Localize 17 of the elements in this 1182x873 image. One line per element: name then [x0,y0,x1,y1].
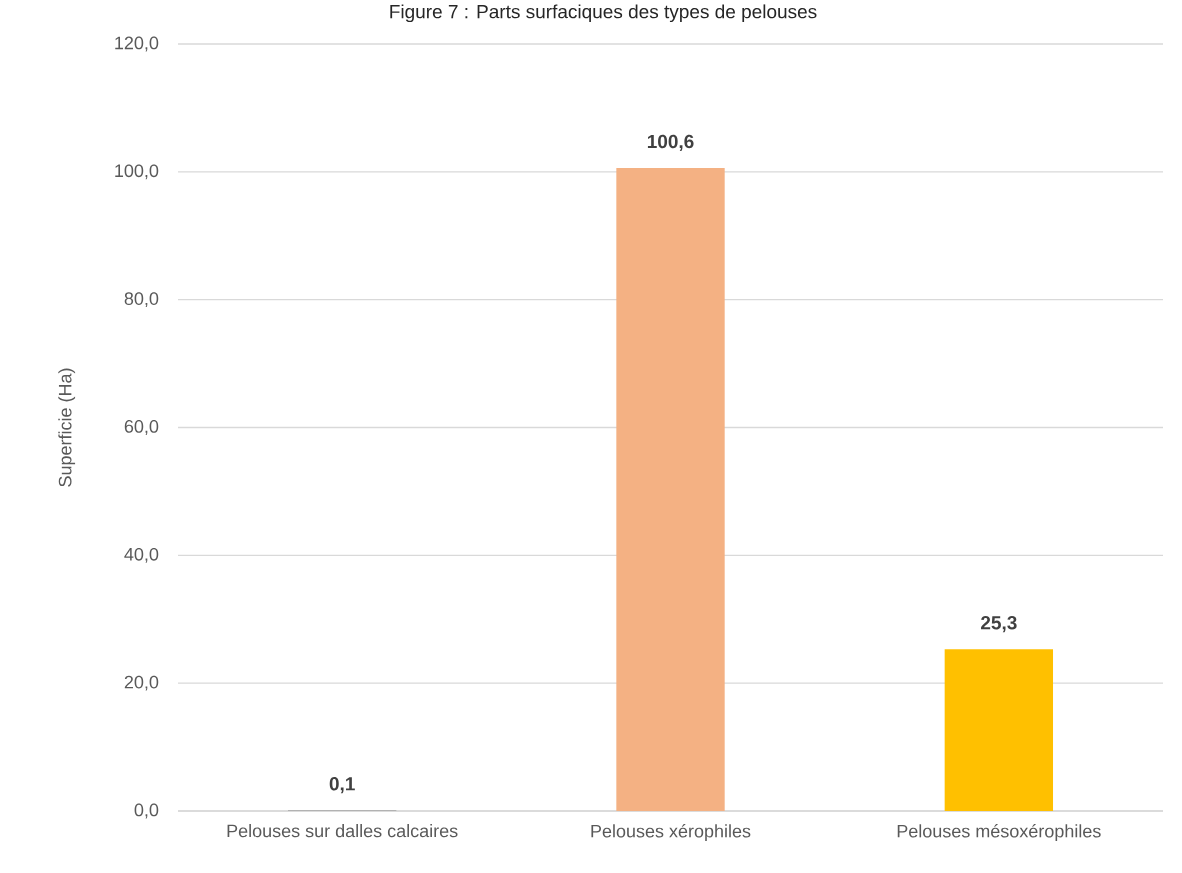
chart-title: Figure 7 : Parts surfaciques des types de pelouses [390,4,817,23]
y-tick-label: 100,0 [115,164,159,180]
x-tick-label: Pelouses sur dalles calcaires [227,824,458,838]
data-label: 0,1 [329,777,355,794]
y-tick-label: 120,0 [115,36,159,52]
y-axis-title: Superficie (Ha) [58,368,76,487]
y-tick-label: 60,0 [124,420,159,435]
y-tick-label: 0,0 [134,803,159,819]
x-tick-label: Pelouses xérophiles [591,824,751,842]
bar [616,167,725,811]
y-tick-label: 20,0 [124,675,159,691]
data-label: 100,6 [647,134,694,151]
bar [944,649,1054,811]
x-tick-label: Pelouses mésoxérophiles [897,824,1101,842]
y-tick-label: 40,0 [124,547,159,563]
y-tick-label: 80,0 [124,292,159,308]
data-label: 25,3 [981,616,1017,633]
